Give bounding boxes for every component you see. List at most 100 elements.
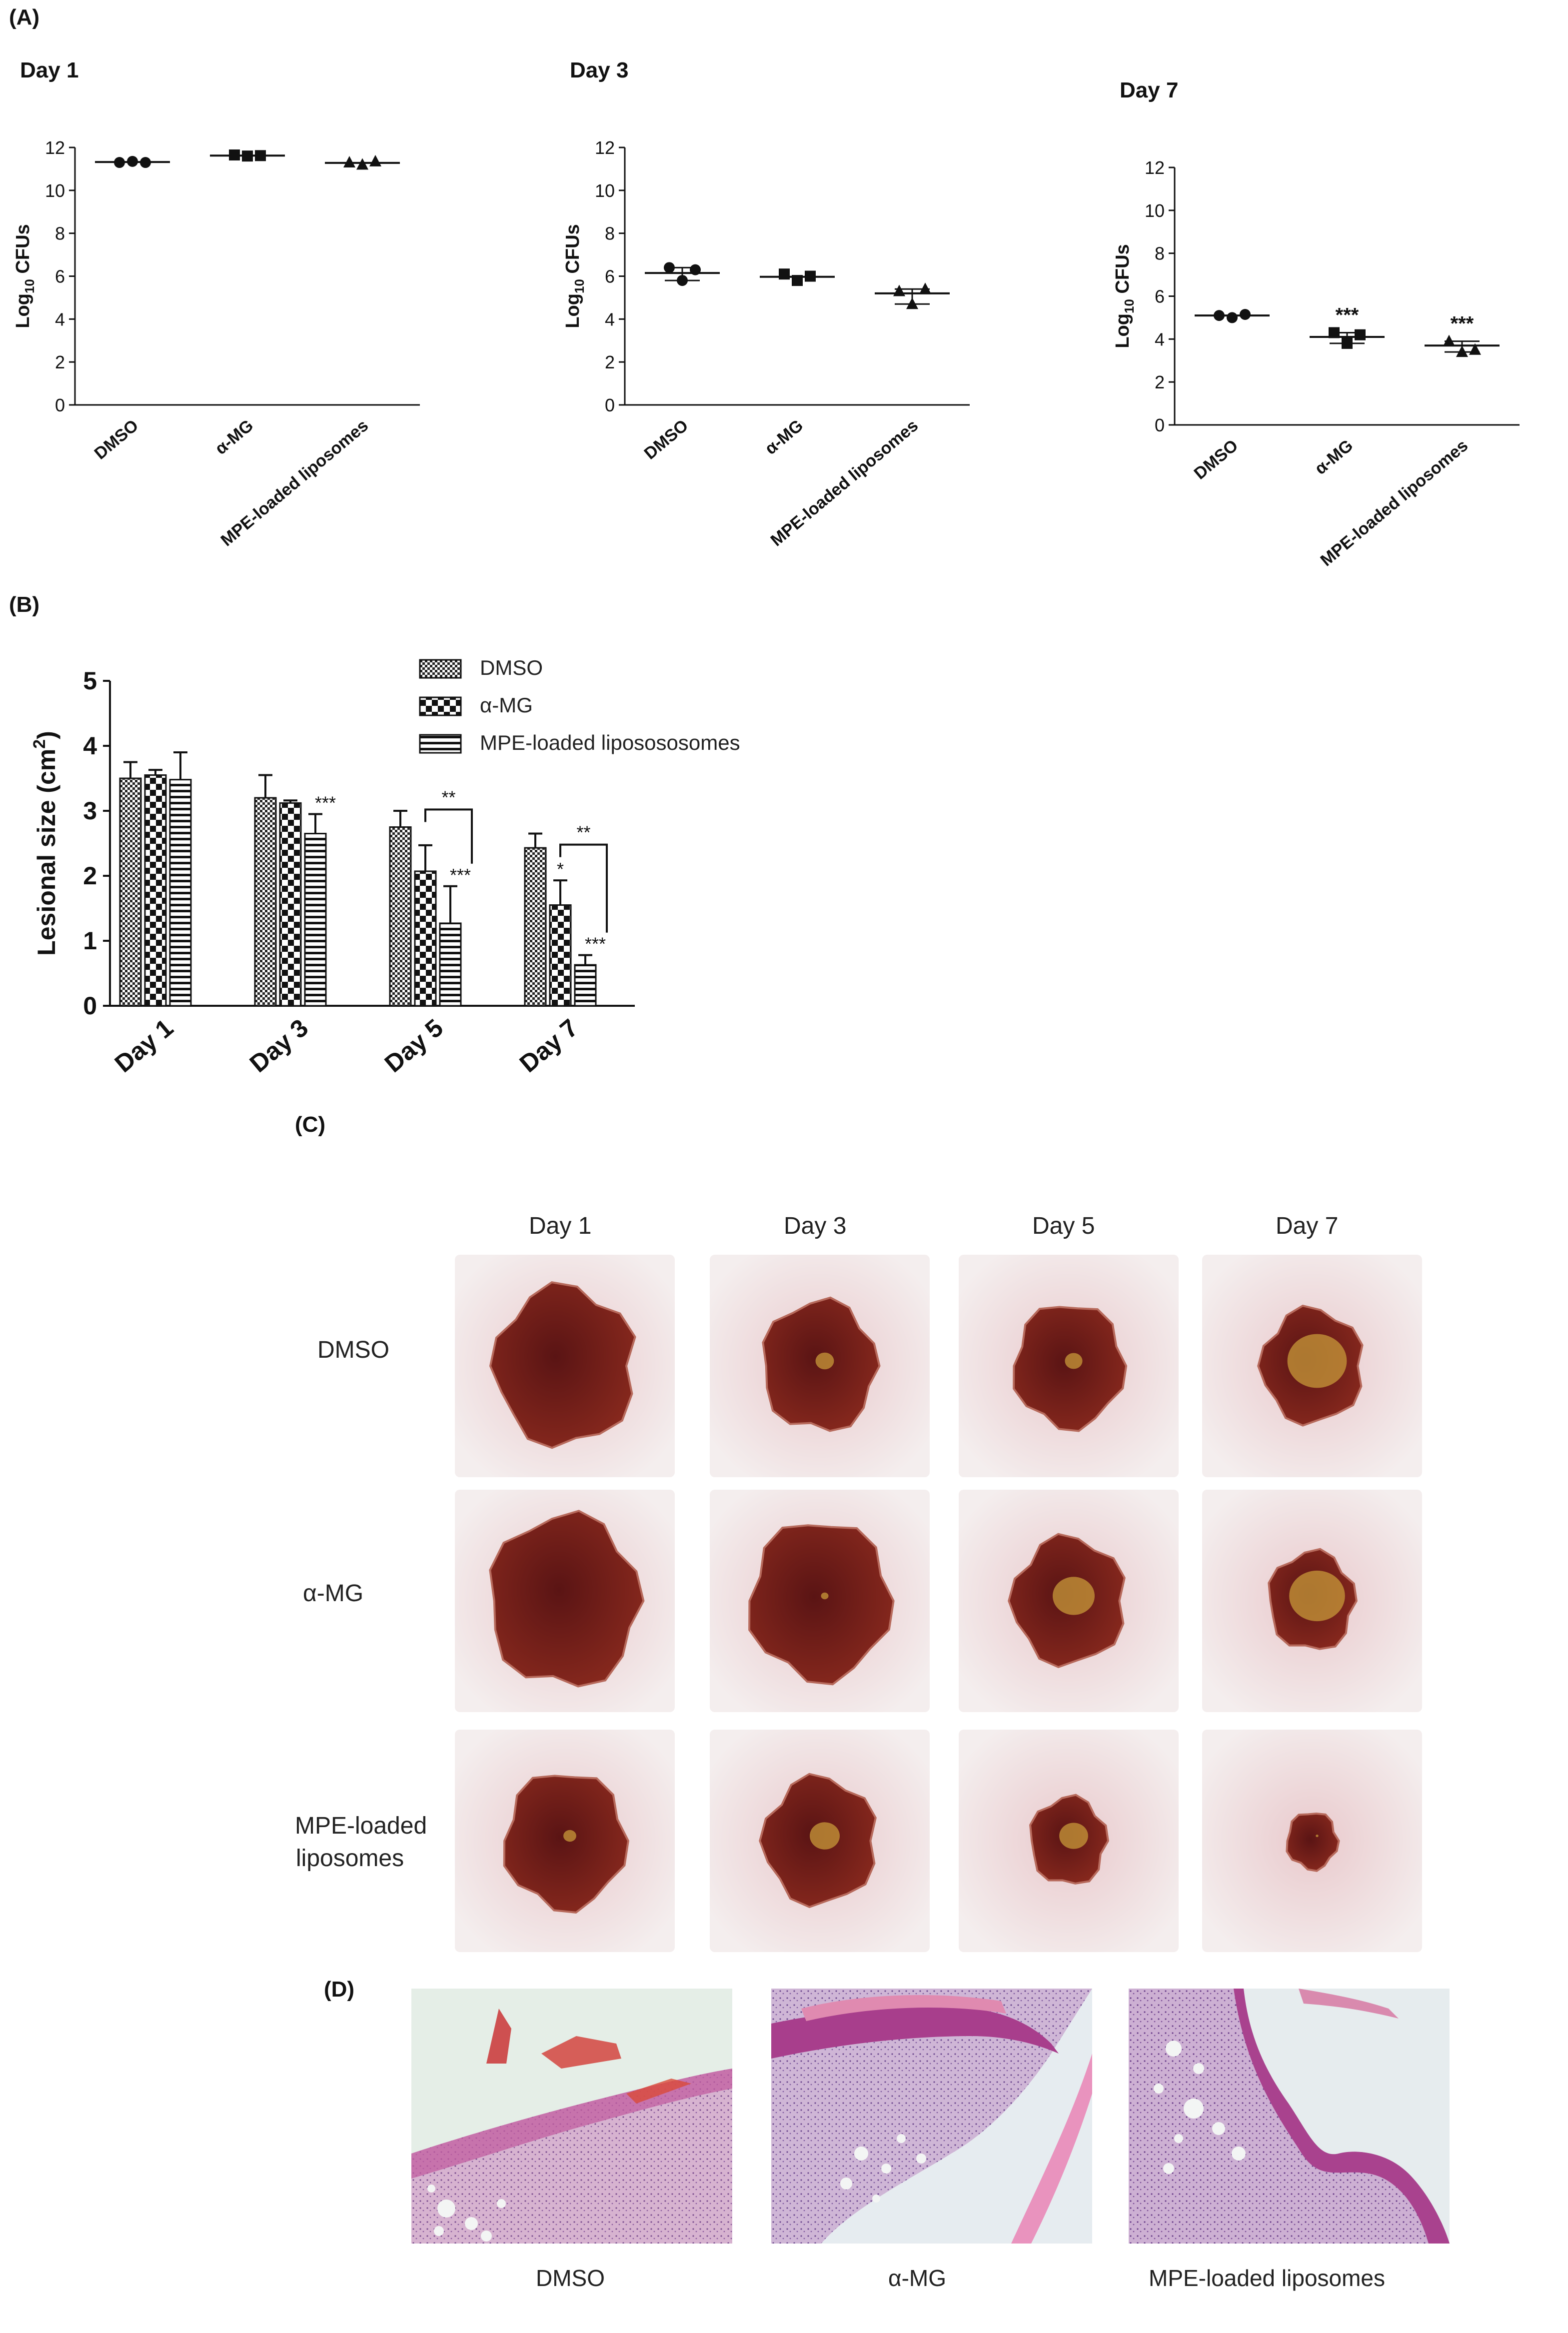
bracket-label: ** [441,787,455,807]
wound-photo [710,1490,930,1712]
data-point [369,154,381,166]
y-tick-label: 10 [595,180,615,201]
x-tick-label: DMSO [91,416,142,463]
bar-significance: *** [450,865,471,885]
y-tick-label: 2 [1155,372,1165,392]
data-point [140,157,151,168]
wound-photo [710,1730,930,1952]
data-point [1227,312,1238,323]
y-axis-label: Log10 CFUs [12,224,37,328]
x-tick-label: Day 1 [109,1014,178,1078]
bar [389,826,412,1007]
y-tick-label: 4 [55,309,65,329]
bar [119,777,142,1007]
photo-col-day5: Day 5 [1032,1213,1095,1239]
y-tick-label: 12 [595,137,615,158]
histology-caption-mpe: MPE-loaded liposomes [1149,2265,1386,2291]
wound-photo [1202,1730,1422,1952]
y-tick-label: 2 [55,352,65,372]
histology-image-amg [771,1989,1092,2244]
wound-photo [455,1255,675,1477]
data-point [779,268,790,280]
data-point [906,297,918,309]
histology-image-mpe [1129,1989,1450,2244]
photo-row-dmso: DMSO [317,1337,389,1363]
chart-title: Day 7 [1120,78,1178,102]
x-tick-label: DMSO [1191,436,1242,483]
y-axis-label: Log10 CFUs [1112,244,1137,348]
bracket-label: ** [576,822,590,843]
legend-label: DMSO [480,656,543,679]
data-point [664,262,675,273]
data-point [1443,334,1455,346]
y-tick-label: 4 [1155,329,1165,349]
wound-photo [959,1730,1179,1952]
y-tick-label: 4 [83,732,97,760]
wound-photo [959,1490,1179,1712]
chart-title: Day 1 [20,58,78,82]
wound-photo [1202,1255,1422,1477]
y-axis-label: Log10 CFUs [562,224,587,328]
y-tick-label: 1 [83,927,97,955]
y-tick-label: 12 [1145,157,1165,178]
y-axis-label: Lesional size (cm2) [30,731,60,956]
data-point [242,150,253,162]
legend-label: α-MG [480,693,533,717]
panel-a-label: (A) [9,5,40,29]
panel-d-label: (D) [324,1977,355,2002]
data-point [127,155,138,167]
y-tick-label: 8 [1155,243,1165,264]
panel-c-label: (C) [295,1112,326,1137]
data-point [356,158,368,170]
data-point [1355,329,1366,340]
bar [144,774,167,1007]
photo-row-amg: α-MG [303,1580,364,1607]
bar [574,964,597,1007]
bar [524,847,547,1007]
y-tick-label: 5 [83,667,97,695]
y-tick-label: 0 [1155,415,1165,435]
data-point [114,157,125,168]
y-tick-label: 0 [83,992,97,1020]
x-tick-label: Day 5 [379,1014,448,1078]
legend-swatch [419,659,462,679]
data-point [893,284,905,296]
data-point [1469,343,1481,355]
data-point [343,156,355,168]
x-tick-label: DMSO [641,416,692,463]
bar [414,870,437,1007]
wound-photo [455,1730,675,1952]
x-tick-label: α-MG [761,416,807,458]
y-tick-label: 6 [605,266,615,287]
photo-col-day3: Day 3 [784,1213,847,1239]
data-point [1240,308,1251,320]
panel-b-label: (B) [9,592,40,617]
significance-label: *** [1336,304,1359,326]
data-point [690,264,701,275]
histology-caption-dmso: DMSO [536,2265,605,2291]
bar [549,904,572,1007]
y-tick-label: 10 [1145,200,1165,221]
bar-significance: *** [585,934,606,954]
bar [439,922,462,1007]
photo-row-mpe-line2: liposomes [296,1845,404,1872]
legend-swatch [419,734,462,754]
y-tick-label: 0 [55,395,65,415]
data-point [229,149,240,161]
legend-label: MPE-loaded liposososomes [480,731,740,754]
y-tick-label: 2 [605,352,615,372]
data-point [1342,337,1353,349]
significance-label: *** [1451,313,1474,335]
bar-significance: * [557,859,564,879]
y-tick-label: 0 [605,395,615,415]
chart-title: Day 3 [570,58,628,82]
bar-significance: *** [315,793,336,813]
data-point [792,275,803,286]
y-tick-label: 12 [45,137,65,158]
bar [254,797,277,1007]
x-tick-label: Day 3 [244,1014,313,1078]
